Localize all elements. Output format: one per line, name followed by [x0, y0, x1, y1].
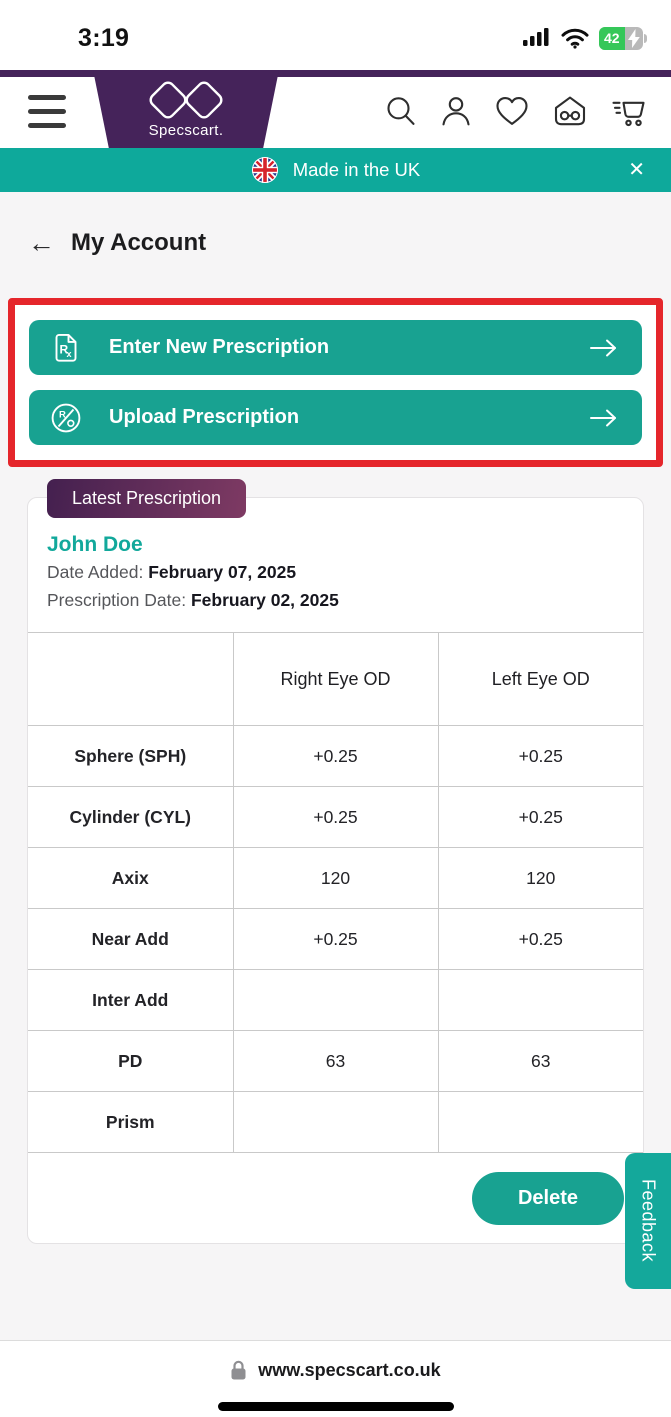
card-footer: Delete [28, 1153, 643, 1243]
prescription-holder-name: John Doe [47, 533, 143, 556]
table-row: Cylinder (CYL) +0.25 +0.25 [28, 786, 643, 848]
column-header-left-eye: Left Eye OD [437, 632, 643, 726]
enter-new-prescription-button[interactable]: R x Enter New Prescription [29, 320, 642, 375]
logo-wordmark: Specscart. [148, 122, 224, 139]
latest-prescription-badge: Latest Prescription [47, 479, 247, 518]
header-top-strip [0, 70, 671, 77]
wifi-icon [561, 28, 589, 49]
delete-button[interactable]: Delete [472, 1171, 624, 1225]
main-content: ← My Account R x Enter New Prescription [0, 192, 671, 1340]
cart-icon[interactable] [611, 93, 647, 127]
rx-upload-icon: R [49, 401, 83, 435]
battery-icon: 42 [599, 26, 647, 50]
banner-text: Made in the UK [292, 159, 421, 180]
table-row: Near Add +0.25 +0.25 [28, 908, 643, 970]
prescription-table: Right Eye OD Left Eye OD Sphere (SPH) +0… [28, 632, 643, 1153]
home-indicator[interactable] [217, 1402, 454, 1411]
cellular-signal-icon [523, 27, 551, 49]
svg-text:x: x [67, 349, 72, 359]
svg-text:R: R [60, 342, 69, 356]
column-header-right-eye: Right Eye OD [232, 632, 439, 726]
wishlist-heart-icon[interactable] [495, 95, 529, 126]
upload-prescription-label: Upload Prescription [109, 406, 300, 428]
prescription-date-line: Prescription Date: February 02, 2025 [47, 590, 339, 610]
prescription-actions-highlight: R x Enter New Prescription R [8, 298, 663, 467]
page-title-row: ← My Account [0, 192, 671, 258]
home-tryon-icon[interactable] [552, 94, 588, 126]
uk-flag-icon [251, 156, 279, 184]
table-row: Inter Add [28, 969, 643, 1031]
charging-bolt-icon [627, 28, 641, 48]
feedback-tab[interactable]: Feedback [625, 1153, 671, 1289]
prescription-card: John Doe Date Added: February 07, 2025 P… [27, 497, 644, 1244]
browser-footer: www.specscart.co.uk [0, 1340, 671, 1417]
enter-new-prescription-label: Enter New Prescription [109, 336, 330, 358]
rx-document-icon: R x [49, 331, 83, 365]
menu-button[interactable] [28, 95, 66, 128]
lock-icon [230, 1359, 247, 1381]
svg-text:R: R [59, 409, 66, 420]
specscart-logo[interactable]: Specscart. [93, 70, 279, 148]
address-bar[interactable]: www.specscart.co.uk [0, 1341, 671, 1381]
status-bar: 3:19 42 [0, 0, 671, 70]
table-row: PD 63 63 [28, 1030, 643, 1092]
arrow-right-icon [588, 337, 618, 359]
table-header-row: Right Eye OD Left Eye OD [28, 632, 643, 726]
table-row: Axix 120 120 [28, 847, 643, 909]
banner-close-icon[interactable]: ✕ [628, 159, 645, 181]
search-icon[interactable] [384, 94, 417, 127]
page-title: My Account [71, 229, 207, 256]
back-arrow-icon[interactable]: ← [28, 228, 55, 258]
arrow-right-icon [588, 407, 618, 429]
made-in-uk-banner: Made in the UK ✕ [0, 148, 671, 192]
logo-diamonds-icon [149, 81, 223, 119]
date-added-line: Date Added: February 07, 2025 [47, 562, 297, 582]
upload-prescription-button[interactable]: R Upload Prescription [29, 390, 642, 445]
table-row: Prism [28, 1091, 643, 1153]
site-header: Specscart. [0, 70, 671, 148]
battery-percent: 42 [603, 30, 620, 46]
feedback-label: Feedback [638, 1179, 659, 1263]
account-icon[interactable] [440, 94, 472, 127]
status-time: 3:19 [78, 23, 130, 52]
column-header-blank [28, 632, 234, 726]
table-row: Sphere (SPH) +0.25 +0.25 [28, 725, 643, 787]
site-url: www.specscart.co.uk [258, 1359, 441, 1380]
